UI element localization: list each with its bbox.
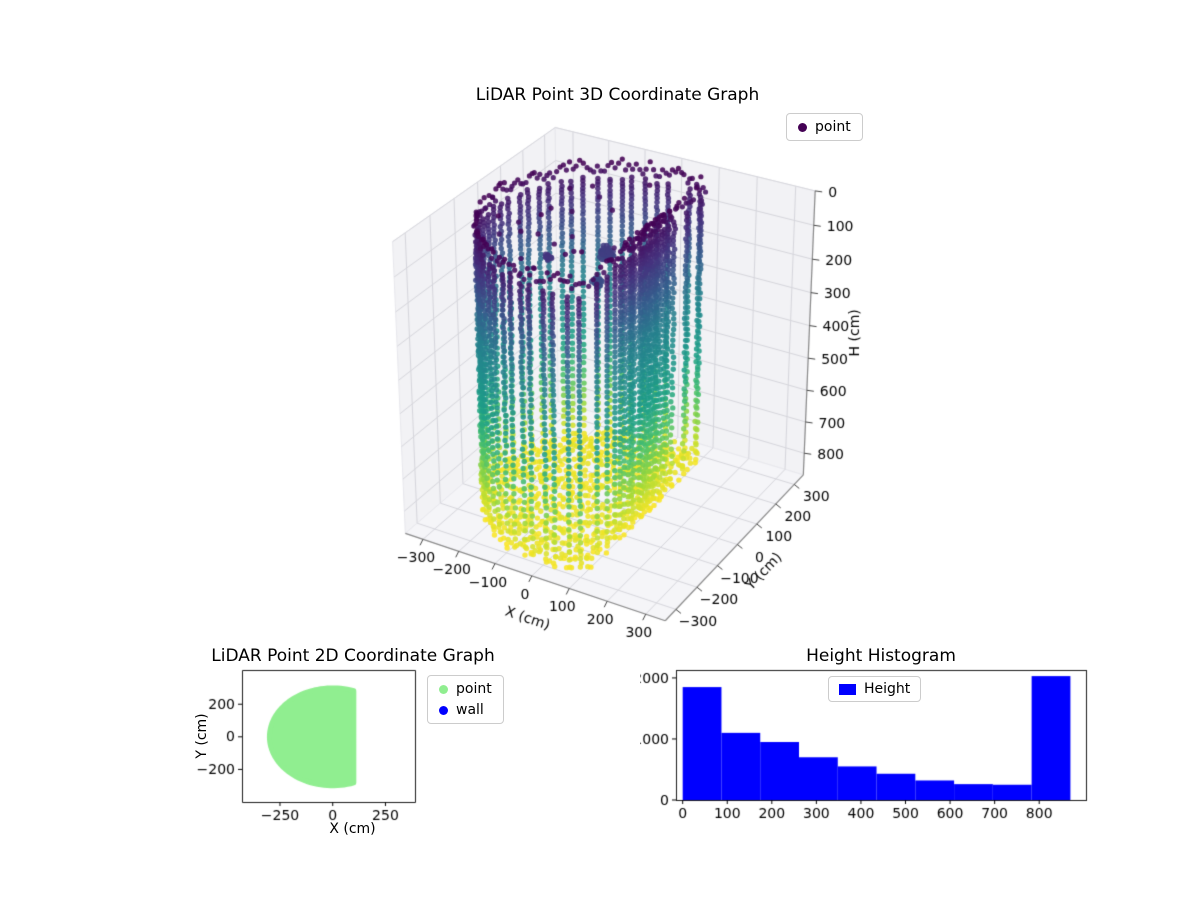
plot2d-canvas — [195, 660, 435, 835]
plot2d-legend: point wall — [427, 675, 504, 724]
plot3d-legend-label-point: point — [815, 119, 851, 135]
plot2d-xlabel: X (cm) — [329, 821, 376, 837]
wall-marker-icon — [439, 705, 448, 715]
plot2d-legend-label-wall: wall — [456, 702, 484, 718]
histogram-legend-label-height: Height — [864, 681, 911, 697]
plot2d-ylabel: Y (cm) — [194, 713, 210, 759]
histogram-legend: Height — [828, 676, 922, 702]
height-series-swatch — [839, 683, 856, 695]
point-marker-icon — [798, 122, 807, 132]
plot2d-legend-label-point: point — [456, 681, 492, 697]
point-marker-icon — [439, 684, 448, 694]
plot3d-legend: point — [786, 113, 863, 141]
plot3d-canvas — [280, 95, 900, 665]
